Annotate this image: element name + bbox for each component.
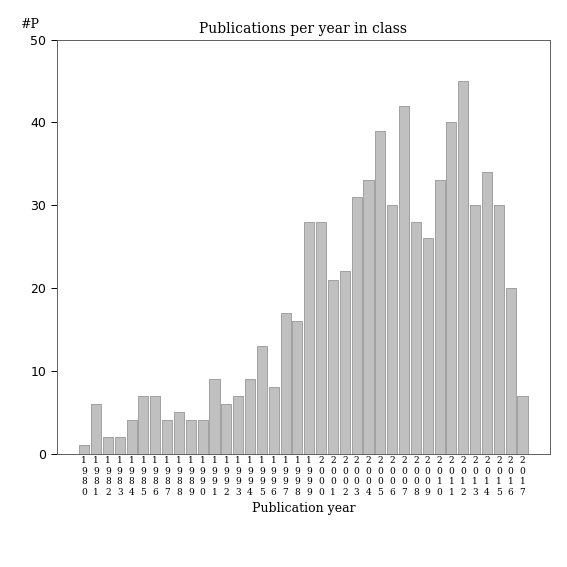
Bar (446, 122, 456, 454)
Bar (162, 421, 172, 454)
Title: Publications per year in class: Publications per year in class (200, 22, 407, 36)
Bar (79, 445, 89, 454)
Bar (91, 404, 101, 454)
Bar (387, 205, 397, 454)
Bar (221, 404, 231, 454)
Bar (304, 222, 314, 454)
Bar (340, 272, 350, 454)
Bar (352, 197, 362, 454)
Bar (423, 238, 433, 454)
Bar (257, 346, 267, 454)
Bar (209, 379, 219, 454)
Bar (506, 288, 516, 454)
Bar (316, 222, 326, 454)
Bar (138, 396, 149, 454)
Bar (518, 396, 527, 454)
Bar (494, 205, 504, 454)
Bar (103, 437, 113, 454)
Bar (482, 172, 492, 454)
Bar (198, 421, 208, 454)
Bar (245, 379, 255, 454)
Bar (233, 396, 243, 454)
Bar (281, 313, 291, 454)
Bar (363, 180, 374, 454)
Bar (375, 131, 386, 454)
Bar (328, 280, 338, 454)
X-axis label: Publication year: Publication year (252, 502, 355, 515)
Bar (115, 437, 125, 454)
Bar (411, 222, 421, 454)
Bar (293, 321, 302, 454)
Bar (150, 396, 160, 454)
Bar (458, 81, 468, 454)
Bar (434, 180, 445, 454)
Bar (269, 387, 279, 454)
Bar (186, 421, 196, 454)
Bar (126, 421, 137, 454)
Y-axis label: #P: #P (20, 18, 39, 31)
Bar (399, 106, 409, 454)
Bar (174, 412, 184, 454)
Bar (470, 205, 480, 454)
